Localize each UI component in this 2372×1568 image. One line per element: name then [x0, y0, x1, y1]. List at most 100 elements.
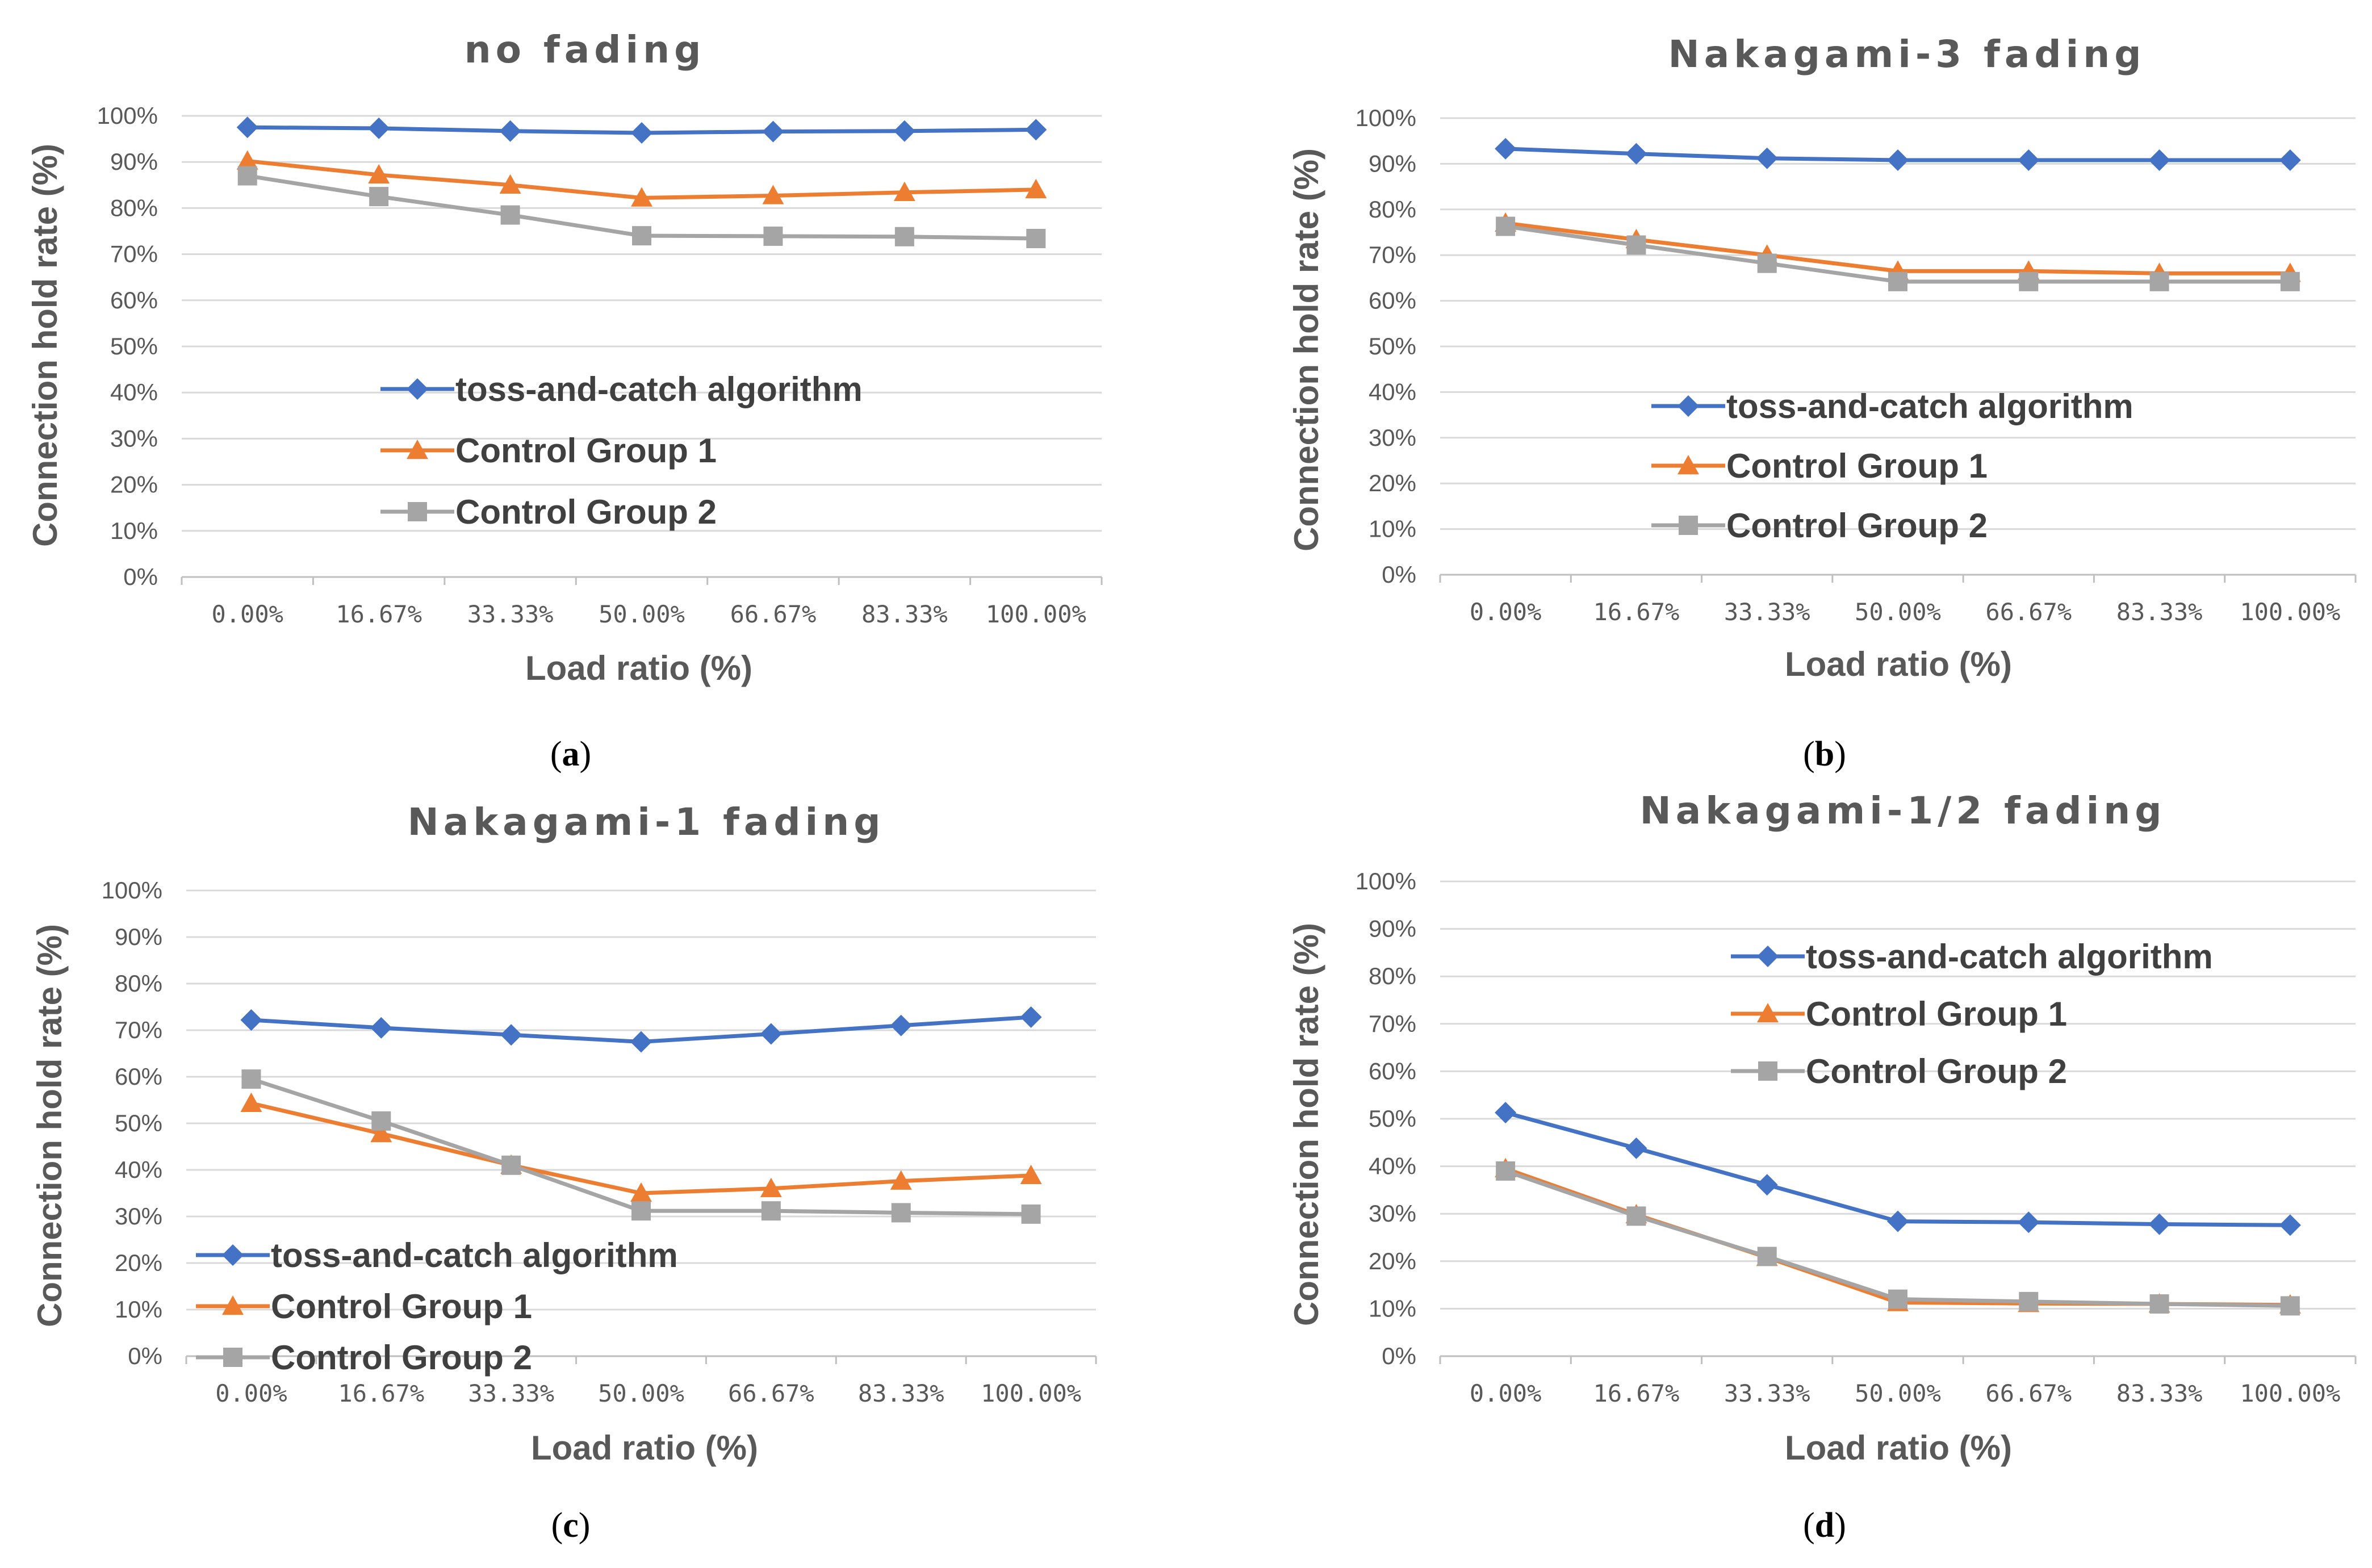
x-axis-label: Load ratio (%): [531, 1429, 758, 1467]
y-tick-label: 70%: [115, 1017, 162, 1043]
data-point: [1888, 1289, 1907, 1309]
series-3: [237, 166, 1046, 248]
legend-entry: toss-and-catch algorithm: [1731, 938, 2213, 976]
data-point: [760, 1023, 782, 1045]
y-tick-label: 20%: [1369, 1248, 1416, 1274]
legend-label: Control Group 1: [271, 1287, 532, 1326]
data-point: [1496, 1161, 1516, 1181]
caption-letter: a: [562, 735, 580, 773]
series-line: [1505, 1169, 2290, 1308]
data-point: [763, 226, 783, 246]
x-axis-label: Load ratio (%): [1785, 645, 2012, 683]
legend-entry: toss-and-catch algorithm: [380, 370, 863, 408]
y-tick-label: 100%: [1356, 104, 1416, 131]
data-point: [1756, 147, 1778, 169]
y-axis-label: Connection hold rate (%): [1287, 923, 1325, 1326]
y-tick-label: 100%: [97, 102, 158, 129]
y-axis-label: Connection hold rate (%): [1287, 148, 1325, 551]
x-tick-label: 83.33%: [861, 600, 948, 628]
y-axis-label: Connection hold rate (%): [31, 924, 69, 1327]
data-point: [1887, 1210, 1909, 1232]
legend-entry: Control Group 1: [1731, 995, 2067, 1033]
data-point: [240, 1092, 262, 1112]
data-point: [499, 174, 521, 194]
y-tick-label: 100%: [102, 877, 162, 904]
data-point: [1887, 149, 1909, 171]
x-tick-label: 16.67%: [336, 600, 422, 628]
x-tick-label: 16.67%: [1593, 1379, 1680, 1407]
data-point: [237, 166, 257, 186]
x-tick-label: 33.33%: [1724, 598, 1810, 626]
data-point: [1020, 1006, 1042, 1028]
y-tick-label: 30%: [1369, 424, 1416, 451]
data-point: [2018, 149, 2040, 171]
legend-marker: [1677, 455, 1699, 475]
y-tick-label: 60%: [1369, 1057, 1416, 1084]
legend-label: Control Group 2: [1806, 1052, 2067, 1090]
legend-marker: [1677, 395, 1699, 417]
y-tick-label: 30%: [110, 425, 158, 451]
y-tick-label: 30%: [1369, 1200, 1416, 1227]
y-tick-label: 10%: [1369, 516, 1416, 542]
x-tick-label: 16.67%: [338, 1379, 424, 1407]
y-tick-label: 40%: [1369, 378, 1416, 405]
y-tick-label: 20%: [115, 1249, 162, 1276]
chart-svg-b: Nakagami-3 fading 0% 10% 20% 30% 40% 50% 60% 70…: [1287, 32, 2357, 773]
chart-panel-a: no fading 0% 10% 20% 30% 40% 50% 60% 70% 80% 90% 1…: [0, 0, 1186, 784]
y-tick-label: 0%: [123, 563, 158, 590]
data-point: [2279, 149, 2301, 171]
series-line: [1504, 1166, 2290, 1307]
data-point: [368, 117, 390, 139]
y-tick-label: 0%: [1382, 561, 1416, 588]
y-tick-label: 100%: [1356, 868, 1416, 894]
data-point: [630, 1031, 652, 1053]
y-tick-label: 70%: [1369, 241, 1416, 268]
legend-marker: [1757, 1003, 1779, 1023]
data-point: [1757, 253, 1777, 273]
data-point: [2149, 271, 2169, 291]
y-tick-label: 60%: [1369, 287, 1416, 314]
x-tick-label: 0.00%: [215, 1379, 287, 1407]
data-point: [1625, 143, 1647, 165]
data-point: [1626, 1206, 1646, 1226]
y-tick-label: 80%: [115, 970, 162, 997]
data-point: [890, 1014, 912, 1036]
y-tick-label: 40%: [1369, 1153, 1416, 1180]
x-tick-label: 66.67%: [1985, 1379, 2072, 1407]
data-point: [1625, 1137, 1647, 1159]
data-point: [1495, 137, 1517, 160]
data-point: [2149, 1294, 2169, 1314]
data-point: [1025, 119, 1047, 141]
legend-marker: [1758, 1061, 1777, 1081]
data-point: [893, 120, 915, 142]
chart-panel-c: Nakagami-1 fading 0% 10% 20% 30% 40% 50% 60% 70…: [0, 784, 1186, 1567]
data-point: [631, 1201, 651, 1221]
legend-marker: [408, 502, 427, 521]
data-point: [241, 1069, 261, 1089]
data-point: [632, 226, 651, 246]
chart-panel-b: Nakagami-3 fading 0% 10% 20% 30% 40% 50% 60% 70…: [1186, 0, 2371, 784]
x-tick-label: 33.33%: [468, 1379, 554, 1407]
data-point: [371, 1111, 391, 1131]
x-axis-label: Load ratio (%): [525, 649, 752, 687]
series-3: [241, 1069, 1041, 1224]
data-point: [2148, 1213, 2170, 1235]
data-point: [2019, 271, 2039, 291]
data-point: [2280, 271, 2300, 291]
data-point: [890, 1170, 912, 1190]
legend-marker: [1679, 516, 1698, 535]
legend-marker: [1757, 946, 1779, 967]
legend-label: Control Group 1: [1806, 995, 2067, 1033]
x-tick-label: 100.00%: [981, 1379, 1081, 1407]
x-tick-label: 100.00%: [2240, 598, 2340, 626]
legend-entry: Control Group 2: [196, 1339, 532, 1377]
x-tick-label: 100.00%: [986, 600, 1086, 628]
legend-entry: toss-and-catch algorithm: [196, 1236, 678, 1274]
data-point: [1626, 235, 1646, 255]
data-point: [1757, 1247, 1777, 1266]
chart-title: Nakagami-1 fading: [407, 800, 885, 844]
y-tick-label: 10%: [110, 517, 158, 544]
legend-label: toss-and-catch algorithm: [1726, 387, 2133, 425]
x-tick-label: 83.33%: [2116, 598, 2203, 626]
data-point: [1020, 1164, 1042, 1185]
